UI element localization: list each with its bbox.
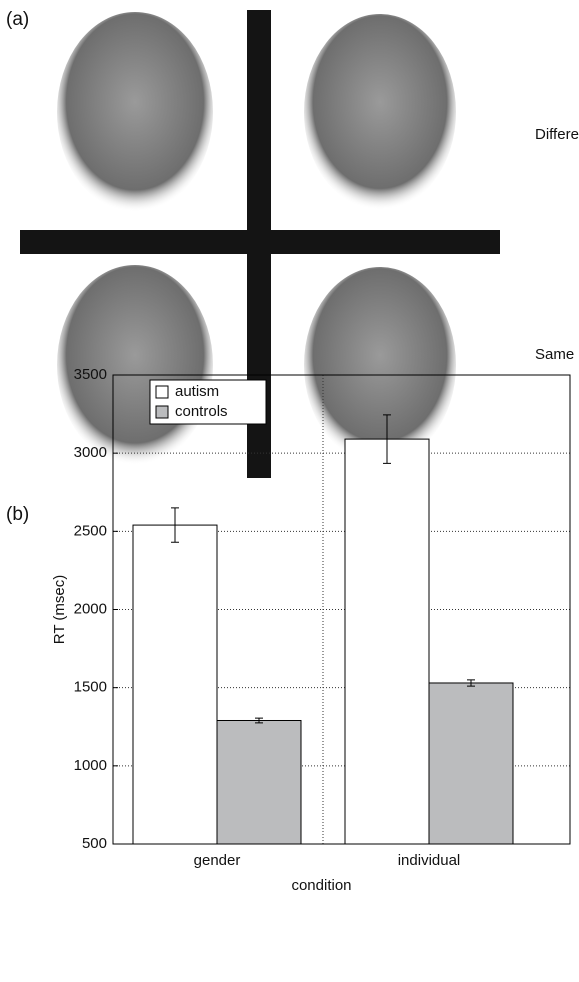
x-tick-label: individual <box>398 852 461 869</box>
y-axis-label: RT (msec) <box>51 575 68 644</box>
figure: (a) Different Same (b) 500 1000 1500 2000 25… <box>0 0 579 982</box>
face <box>304 267 456 463</box>
row-label: Same <box>535 346 574 363</box>
bar <box>217 720 301 844</box>
face <box>57 12 213 212</box>
bar <box>429 683 513 844</box>
y-tick-label: 1000 <box>74 757 107 774</box>
legend-swatch <box>156 386 168 398</box>
legend-label: controls <box>175 403 228 420</box>
x-axis-label: condition <box>291 877 351 894</box>
y-tick-label: 500 <box>82 835 107 852</box>
panel-label: (a) <box>6 9 29 30</box>
y-tick-label: 1500 <box>74 679 107 696</box>
y-tick-label: 2000 <box>74 600 107 617</box>
bar <box>133 525 217 844</box>
cross-horizontal <box>20 230 500 254</box>
panel-label: (b) <box>6 504 29 525</box>
legend-swatch <box>156 406 168 418</box>
x-tick-label: gender <box>194 852 241 869</box>
row-label: Different <box>535 126 579 143</box>
y-tick-label: 2500 <box>74 522 107 539</box>
legend-label: autism <box>175 383 219 400</box>
y-tick-label: 3500 <box>74 366 107 383</box>
bar <box>345 439 429 844</box>
y-tick-label: 3000 <box>74 444 107 461</box>
face <box>304 14 456 210</box>
